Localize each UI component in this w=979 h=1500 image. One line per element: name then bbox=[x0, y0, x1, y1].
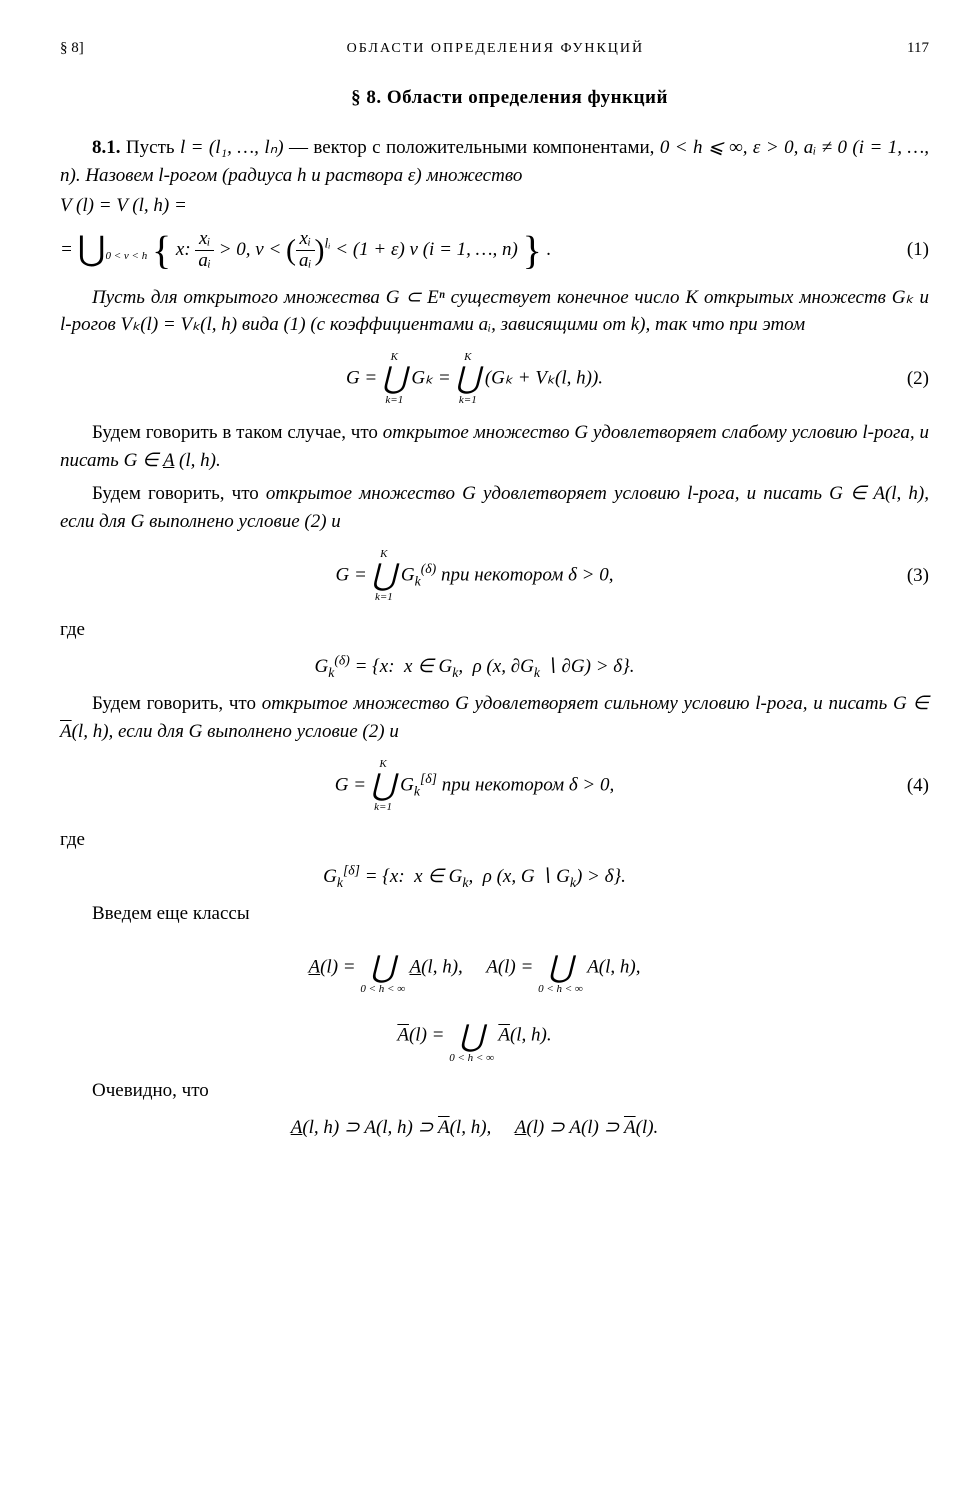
section-title: § 8. Области определения функций bbox=[90, 87, 929, 109]
paragraph-8-1: 8.1. Пусть l = (l₁, …, lₙ) — вектор с по… bbox=[60, 134, 929, 189]
equation-1-line1: V (l) = V (l, h) = bbox=[60, 195, 929, 217]
equation-number-4: (4) bbox=[889, 775, 929, 797]
equation-number-1: (1) bbox=[889, 239, 929, 261]
page-number: 117 bbox=[907, 40, 929, 57]
equation-classes-2: A(l) = ⋃0 < h < ∞ A(l, h). bbox=[60, 1008, 929, 1064]
paragraph-7: Очевидно, что bbox=[60, 1077, 929, 1105]
equation-number-3: (3) bbox=[889, 565, 929, 587]
paragraph-2: Пусть для открытого множества G ⊂ Eⁿ сущ… bbox=[60, 284, 929, 339]
equation-inclusions: A(l, h) ⊃ A(l, h) ⊃ A(l, h), A(l) ⊃ A(l)… bbox=[60, 1116, 929, 1139]
item-number: 8.1. bbox=[92, 137, 121, 158]
equation-2: G = K⋃k=1 Gₖ = K⋃k=1 (Gₖ + Vₖ(l, h)). (2… bbox=[60, 351, 929, 407]
equation-3: G = K⋃k=1 Gk(δ) при некотором δ > 0, (3) bbox=[60, 548, 929, 604]
paragraph-5: Будем говорить, что открытое множество G… bbox=[60, 690, 929, 745]
equation-1: = ⋃ 0 < v < h { x: xᵢaᵢ > 0, v < (xᵢaᵢ)l… bbox=[60, 229, 929, 272]
section-marker: § 8] bbox=[60, 40, 84, 57]
equation-number-2: (2) bbox=[889, 368, 929, 390]
equation-3b: Gk(δ) = {x: x ∈ Gk, ρ (x, ∂Gk ∖ ∂G) > δ}… bbox=[60, 655, 929, 678]
paragraph-4: Будем говорить, что открытое множество G… bbox=[60, 480, 929, 535]
equation-4: G = K⋃k=1 Gk[δ] при некотором δ > 0, (4) bbox=[60, 758, 929, 814]
equation-4b: Gk[δ] = {x: x ∈ Gk, ρ (x, G ∖ Gk) > δ}. bbox=[60, 865, 929, 888]
paragraph-6: Введем еще классы bbox=[60, 900, 929, 928]
where-1: где bbox=[60, 616, 929, 644]
page-header: § 8] ОБЛАСТИ ОПРЕДЕЛЕНИЯ ФУНКЦИЙ 117 bbox=[60, 40, 929, 57]
paragraph-3: Будем говорить в таком случае, что откры… bbox=[60, 419, 929, 474]
inline-eq: l = (l₁, …, lₙ) bbox=[180, 137, 284, 158]
equation-classes: A(l) = ⋃0 < h < ∞ A(l, h), A(l) = ⋃0 < h… bbox=[60, 940, 929, 996]
where-2: где bbox=[60, 826, 929, 854]
running-title: ОБЛАСТИ ОПРЕДЕЛЕНИЯ ФУНКЦИЙ bbox=[84, 41, 907, 57]
